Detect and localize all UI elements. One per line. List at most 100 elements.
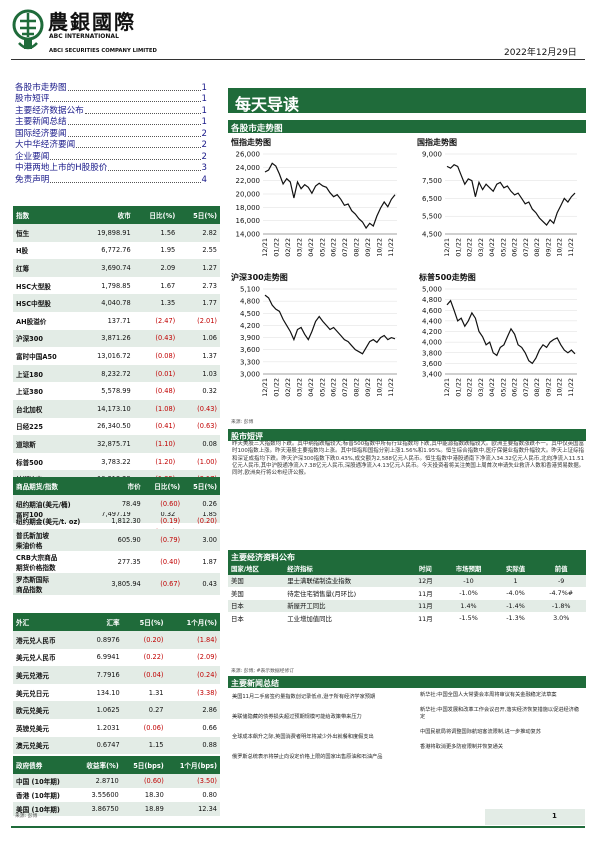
charts-section-title: 各股市走势图 <box>228 120 586 134</box>
table-cell: (3.50) <box>166 774 220 788</box>
x-tick-label: 05/22 <box>499 238 507 257</box>
table-cell: -9 <box>536 574 586 587</box>
table-row: 美国 (10年期) 3.86750 18.89 12.34 <box>13 802 220 816</box>
left-source-note: 来源: 彭博 <box>15 814 38 819</box>
series-line <box>264 294 396 355</box>
table-header-row: 外汇 汇率 5日(%) 1个月(%) <box>13 613 220 631</box>
toc-page: 4 <box>201 174 207 185</box>
toc-item[interactable]: 股市短评 1 <box>15 93 207 104</box>
table-cell: 日本 <box>231 614 244 623</box>
y-tick-label: 26,000 <box>236 151 261 159</box>
table-row: 上证380 5,578.99 (0.48) 0.32 <box>13 382 220 400</box>
y-tick-label: 4,400 <box>422 317 442 325</box>
page-number-box <box>485 809 585 825</box>
news-item[interactable]: 美联储隐藏的债券损失超过预期规模可能给政策带来压力 <box>232 714 362 720</box>
eco-source-note: 来源: 彭博; #表示数据经修订 <box>231 669 295 674</box>
table-cell: 14,173.10 <box>78 399 134 418</box>
table-cell: (0.24) <box>166 666 220 684</box>
x-tick-label: 09/22 <box>544 378 552 397</box>
logo-chinese-name: 農銀國際 <box>48 10 136 34</box>
table-header-row: 政府债券 收益率(%) 5日(bps) 1个月(bps) <box>13 756 220 774</box>
table-cell: 1.0625 <box>79 701 123 719</box>
table-cell: (0.20) <box>197 516 217 525</box>
table-cell: (0.60) <box>121 774 167 788</box>
table-cell: 18.89 <box>121 802 167 816</box>
news-item[interactable]: 美国11月二手房签约量指数创记录低点,逊于所有经济学家预期 <box>232 694 376 700</box>
y-tick-label: 4,500 <box>240 310 260 318</box>
table-row: 纽约期金(美元/t. oz) 1,812.30 (0.19) (0.20) <box>13 512 220 529</box>
toc-item[interactable]: 免责声明 4 <box>15 173 207 185</box>
x-tick-label: 02/22 <box>466 238 474 257</box>
header-cell: 政府债券 <box>13 756 75 774</box>
table-cell: (0.43) <box>133 329 179 348</box>
table-cell: 1.87 <box>202 558 217 566</box>
toc-item[interactable]: 主要新闻总结 1 <box>15 116 207 127</box>
header-cell: 外汇 <box>13 613 80 631</box>
toc-page: 3 <box>201 163 207 173</box>
table-row: 港元兑人民币 0.8976 (0.20) (1.84) <box>13 631 220 649</box>
table-cell: (0.79) <box>143 529 184 551</box>
toc-item[interactable]: 主要经济数据公布 1 <box>15 104 207 116</box>
news-item[interactable]: 新华社:中国发展和改革工作会议召开,落实经济恢复措施以促进经济稳定 <box>420 707 580 720</box>
chart-title: 恒指走势图 <box>231 138 271 147</box>
chart-title: 国指走势图 <box>417 138 457 147</box>
y-tick-label: 4,800 <box>422 296 442 304</box>
y-tick-label: 4,800 <box>240 298 260 306</box>
x-tick-label: 09/22 <box>364 378 372 397</box>
table-cell: -1.8% <box>536 599 586 612</box>
table-cell: 0.27 <box>122 701 167 719</box>
table-cell: H股 <box>16 247 29 256</box>
table-cell: 0.66 <box>202 723 217 732</box>
table-cell: 78.49 <box>99 495 144 512</box>
table-cell: 欧元兑美元 <box>13 701 80 719</box>
table-cell: -10 <box>442 574 495 587</box>
y-tick-label: 3,600 <box>240 346 260 354</box>
news-item[interactable]: 中国民航局将调整国际航班客流限制,进一步推动复苏 <box>420 729 541 735</box>
table-cell: 美国 (10年期) <box>13 802 75 816</box>
table-cell: 里士满联储制造业指数 <box>284 574 409 587</box>
x-tick-label: 12/21 <box>261 238 269 257</box>
table-cell: (3.38) <box>197 688 217 697</box>
y-tick-label: 4,000 <box>422 339 442 347</box>
table-cell: 1.4% <box>442 599 495 612</box>
news-item[interactable]: 新华社:中国全国人大常委会本周将审议有关金融稳定法草案 <box>420 692 557 698</box>
table-cell: 1 <box>494 574 537 587</box>
table-row: 日本 新屋开工同比 11月 1.4% -1.4% -1.8% <box>228 599 586 612</box>
table-cell: 日经225 <box>16 423 43 432</box>
toc-item[interactable]: 大中华经济要闻 2 <box>15 139 207 150</box>
table-cell: 纽约期油(美元/桶) <box>13 495 100 512</box>
y-tick-label: 9,000 <box>422 151 442 159</box>
y-tick-label: 3,000 <box>240 371 260 379</box>
table-cell: (0.08) <box>155 351 176 360</box>
table-cell: 26,340.50 <box>97 422 131 431</box>
table-cell: (0.04) <box>122 666 167 684</box>
x-tick-label: 08/22 <box>353 238 361 257</box>
header-cell: 时间 <box>408 562 443 575</box>
table-row: HSC中型股 4,040.78 1.35 1.77 <box>13 294 220 312</box>
table-row: 道琼斯 32,875.71 (1.10) 0.08 <box>13 435 220 453</box>
table-cell: 13,016.72 <box>97 351 131 360</box>
table-row: 日经225 26,340.50 (0.41) (0.63) <box>13 418 220 436</box>
news-item[interactable]: 俄罗斯总统表示将禁止向设定价格上限的国家出售原油和石油产品 <box>232 754 383 760</box>
toc-item[interactable]: 中港两地上市的H股股价 3 <box>15 162 207 173</box>
table-cell: CRB大宗商品 期货价格指数 <box>16 554 58 572</box>
header-cell: 国家/地区 <box>228 562 285 575</box>
header-cell: 日比(%) <box>143 477 184 495</box>
table-cell: 2.09 <box>133 259 179 277</box>
table-cell: 1,798.85 <box>101 281 131 290</box>
header-cell: 1个月(%) <box>166 613 220 631</box>
x-tick-label: 01/22 <box>454 238 462 257</box>
news-item[interactable]: 全球成本飙升之际,英国消费者明年将减少外出就餐和度假支出 <box>232 734 374 740</box>
y-tick-label: 5,000 <box>422 286 442 294</box>
y-tick-label: 4,600 <box>422 307 442 315</box>
toc-item[interactable]: 国际经济要闻 2 <box>15 127 207 139</box>
table-row: 中国 (10年期) 2.8710 (0.60) (3.50) <box>13 774 220 788</box>
news-right-column: 新华社:中国全国人大常委会本周将审议有关金融稳定法草案新华社:中国发展和改革工作… <box>420 692 584 759</box>
toc-item[interactable]: 企业要闻 2 <box>15 150 207 162</box>
table-cell: (0.63) <box>197 422 217 431</box>
table-cell: -4.0% <box>506 589 525 598</box>
sp500-chart: 5,000 4,800 4,600 4,400 4,200 4,000 3,800 3,600… <box>422 286 577 397</box>
toc-item[interactable]: 各股市走势图 1 <box>15 81 207 93</box>
news-item[interactable]: 香港将取消更多防疫限制并恢复通关 <box>420 744 504 750</box>
table-cell: -4.7%# <box>549 589 574 598</box>
